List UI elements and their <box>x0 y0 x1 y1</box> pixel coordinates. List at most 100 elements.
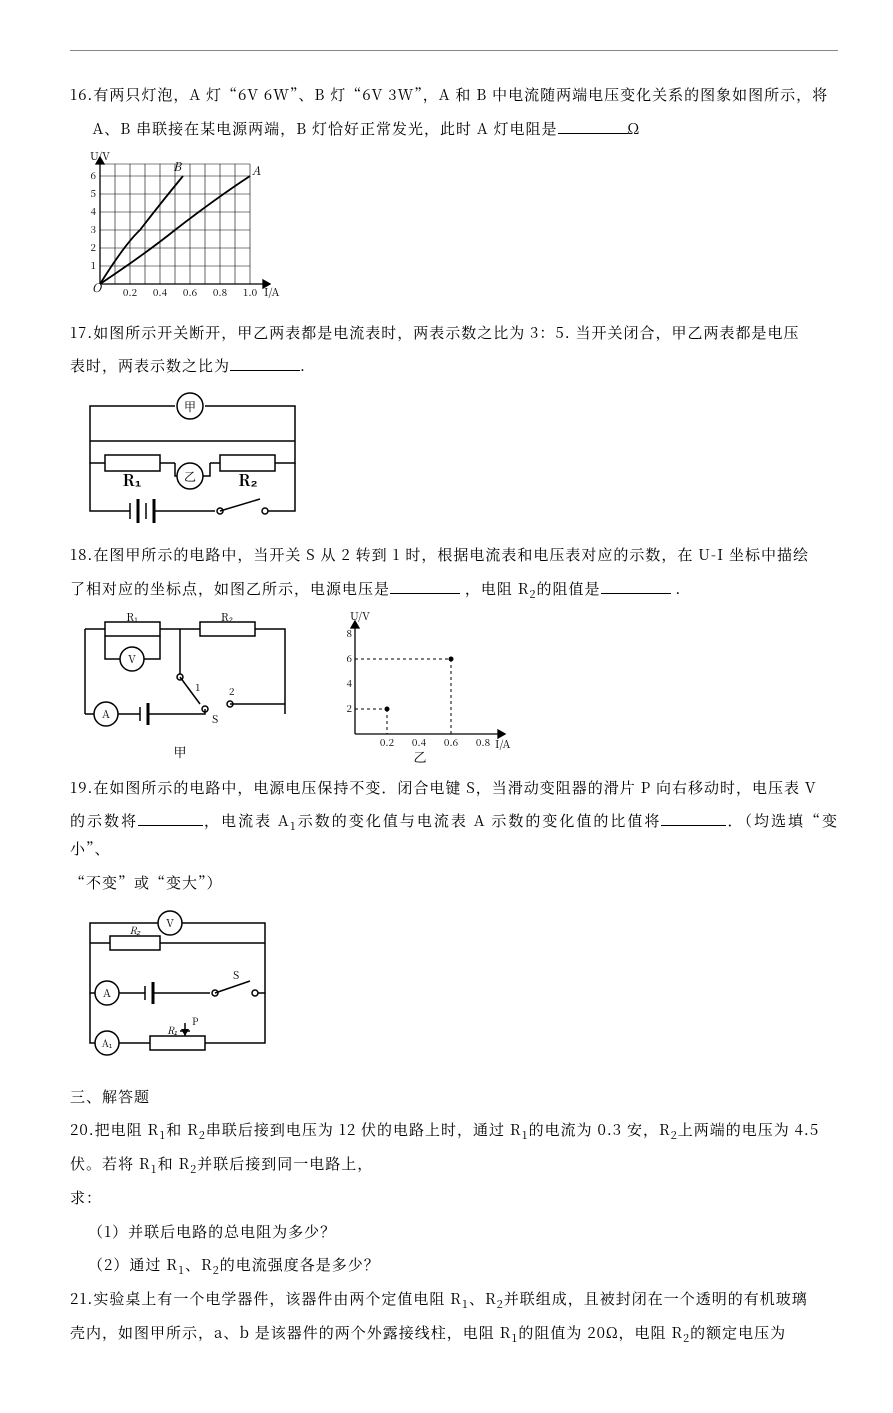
q17-text1: 如图所示开关断开，甲乙两表都是电流表时，两表示数之比为 3：5. 当开关闭合，甲… <box>93 322 799 343</box>
q18-text1: 在图甲所示的电路中，当开关 S 从 2 转到 1 时，根据电流表和电压表对应的示… <box>93 544 809 565</box>
q18-S: S <box>212 711 218 727</box>
q17-num: 17. <box>70 322 93 343</box>
page-rule <box>70 50 838 51</box>
q21-num: 21. <box>70 1288 93 1309</box>
q19-blank1 <box>138 810 203 826</box>
svg-text:0.6: 0.6 <box>444 734 458 749</box>
q16-line1: 16.有两只灯泡，A 灯“6V 6W”、B 灯“6V 3W”，A 和 B 中电流… <box>70 81 838 109</box>
q17-R1: R₁ <box>123 468 142 491</box>
q16-series-A: A <box>252 162 261 179</box>
q18-cap2: 乙 <box>413 747 426 764</box>
q16-text1: 有两只灯泡，A 灯“6V 6W”、B 灯“6V 3W”，A 和 B 中电流随两端… <box>93 84 828 105</box>
q19-A1: A₁ <box>102 1035 113 1050</box>
q21-line1: 21.实验桌上有一个电学器件，该器件由两个定值电阻 R1、R2并联组成，且被封闭… <box>70 1285 838 1313</box>
q16-blank <box>558 118 628 134</box>
q18-circuit-svg: R₁ R₂ V A 1 2 S 甲 <box>70 609 300 764</box>
svg-text:0.8: 0.8 <box>213 284 227 299</box>
svg-text:U/V: U/V <box>90 149 110 164</box>
q20-p2: （2）通过 R1、R2的电流强度各是多少？ <box>70 1251 838 1279</box>
q18-text2d: . <box>675 578 681 599</box>
sec3: 三、解答题 <box>70 1086 150 1107</box>
q17-blank <box>230 355 300 371</box>
q16-num: 16. <box>70 84 93 105</box>
q18-R2: R₂ <box>221 609 233 625</box>
q19-figure: V R₂ A S A₁ R₁ P <box>70 903 838 1073</box>
svg-text:3: 3 <box>91 221 97 236</box>
svg-text:I/A: I/A <box>264 284 279 300</box>
svg-text:1.0: 1.0 <box>243 284 257 299</box>
q17-R2: R₂ <box>238 468 257 491</box>
q21-line2: 壳内，如图甲所示，a、b 是该器件的两个外露接线柱，电阻 R1的阻值为 20Ω，… <box>70 1319 838 1347</box>
q16-series-B: B <box>173 158 183 175</box>
q18-line2: 了相对应的坐标点，如图乙所示，电源电压是 ，电阻 R2的阻值是 . <box>70 575 838 603</box>
q18-text2c: 的阻值是 <box>537 578 601 599</box>
svg-text:I/A: I/A <box>495 736 510 752</box>
q17-figure: 甲 乙 R₁ R₂ <box>70 386 838 531</box>
q18-text2b: ，电阻 R <box>465 578 530 599</box>
svg-text:8: 8 <box>347 625 353 640</box>
q18-cap1: 甲 <box>173 742 186 761</box>
q19-a1-sub: 1 <box>290 818 297 834</box>
q18-line1: 18.在图甲所示的电路中，当开关 S 从 2 转到 1 时，根据电流表和电压表对… <box>70 541 838 569</box>
q19-num: 19. <box>70 777 93 798</box>
q20-ask: 求： <box>70 1184 838 1212</box>
svg-text:4: 4 <box>347 675 353 690</box>
q19-V: V <box>166 915 174 931</box>
q19-text1: 在如图所示的电路中，电源电压保持不变．闭合电键 S，当滑动变阻器的滑片 P 向右… <box>93 777 816 798</box>
q19-circuit-svg: V R₂ A S A₁ R₁ P <box>70 903 280 1068</box>
q16-line2: A、B 串联接在某电源两端，B 灯恰好正常发光，此时 A 灯电阻是 Ω <box>70 115 838 143</box>
svg-text:6: 6 <box>347 650 353 665</box>
q16-figure: B A 0.20.40.60.81.0 123456 O I/A U/V <box>70 149 838 309</box>
q18-V: V <box>128 651 136 667</box>
q17-line2: 表时，两表示数之比为. <box>70 352 838 380</box>
q17-meter-top: 甲 <box>184 398 196 415</box>
q16-graph-svg: B A 0.20.40.60.81.0 123456 O I/A U/V <box>70 149 280 304</box>
q19-R2: R₂ <box>130 922 141 937</box>
q19-A: A <box>103 985 111 1001</box>
q19-text2b: ，电流表 A <box>203 810 290 831</box>
svg-text:0.2: 0.2 <box>123 284 138 299</box>
svg-text:5: 5 <box>91 185 97 200</box>
q17-meter-bottom: 乙 <box>184 468 196 485</box>
svg-text:0.8: 0.8 <box>476 734 490 749</box>
q18-p2: 2 <box>229 683 235 698</box>
q18-p1: 1 <box>195 679 201 694</box>
q18-figure: R₁ R₂ V A 1 2 S 甲 0.20.40.60.8 24 <box>70 609 838 764</box>
q18-text2a: 了相对应的坐标点，如图乙所示，电源电压是 <box>70 578 390 599</box>
svg-text:6: 6 <box>91 167 97 182</box>
q18-num: 18. <box>70 544 93 565</box>
q19-line1: 19.在如图所示的电路中，电源电压保持不变．闭合电键 S，当滑动变阻器的滑片 P… <box>70 774 838 802</box>
q19-R1: R₁ <box>167 1022 177 1037</box>
q19-line2: 的示数将，电流表 A1示数的变化值与电流表 A 示数的变化值的比值将．（均选填“… <box>70 807 838 863</box>
section3-heading: 三、解答题 <box>70 1083 838 1111</box>
q20-p1: （1）并联后电路的总电阻为多少？ <box>70 1218 838 1246</box>
svg-text:2: 2 <box>91 239 97 254</box>
q18-graph-svg: 0.20.40.60.8 2468 I/A U/V 乙 <box>325 609 515 764</box>
q19-text2c: 示数的变化值与电流表 A 示数的变化值的比值将 <box>297 810 662 831</box>
q20-body: 20.把电阻 R1和 R2串联后接到电压为 12 伏的电路上时，通过 R1的电流… <box>70 1116 838 1144</box>
q19-P: P <box>192 1013 199 1028</box>
q18-R1: R₁ <box>126 609 138 625</box>
svg-text:4: 4 <box>91 203 97 218</box>
svg-text:0.6: 0.6 <box>183 284 197 299</box>
svg-text:0.2: 0.2 <box>380 734 395 749</box>
q17-text2b: . <box>300 355 306 376</box>
q20-num: 20. <box>70 1119 95 1140</box>
q18-blank2 <box>601 578 671 594</box>
q17-line1: 17.如图所示开关断开，甲乙两表都是电流表时，两表示数之比为 3：5. 当开关闭… <box>70 319 838 347</box>
svg-text:1: 1 <box>91 257 97 272</box>
q17-text2a: 表时，两表示数之比为 <box>70 355 230 376</box>
q18-blank1 <box>390 578 460 594</box>
q17-circuit-svg: 甲 乙 R₁ R₂ <box>70 386 310 526</box>
svg-text:0.4: 0.4 <box>153 284 168 299</box>
q16-text2b: Ω <box>628 118 641 139</box>
svg-text:2: 2 <box>347 700 353 715</box>
svg-text:U/V: U/V <box>350 609 370 624</box>
q19-blank2 <box>661 810 726 826</box>
q16-text2a: A、B 串联接在某电源两端，B 灯恰好正常发光，此时 A 灯电阻是 <box>93 118 558 139</box>
q18-A: A <box>102 706 110 722</box>
q19-S: S <box>233 967 239 983</box>
q20-body2: 伏。若将 R1和 R2并联后接到同一电路上， <box>70 1150 838 1178</box>
q19-text2a: 的示数将 <box>70 810 138 831</box>
q19-text3: “不变”或“变大”） <box>70 872 223 893</box>
